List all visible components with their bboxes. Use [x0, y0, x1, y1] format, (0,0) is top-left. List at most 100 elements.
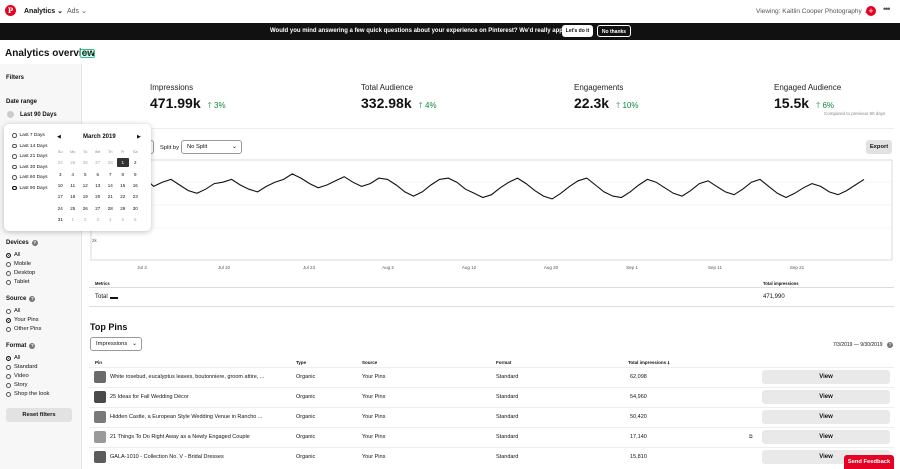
calendar-day[interactable]: 17: [57, 194, 63, 200]
help-icon[interactable]: ?: [31, 240, 38, 246]
format-option-story[interactable]: Story: [6, 382, 28, 388]
date-option-30[interactable]: Last 30 Days: [12, 165, 48, 170]
calendar-day[interactable]: 5: [83, 171, 87, 177]
source-option-your-pins[interactable]: Your Pins: [6, 317, 39, 323]
pin-title[interactable]: 25 Ideas for Fall Wedding Décor: [110, 394, 189, 400]
calendar-day[interactable]: 20: [95, 194, 101, 200]
weekday-label: Th: [108, 149, 113, 154]
metric-change: 🡑 10%: [616, 100, 638, 114]
pin-thumbnail[interactable]: [94, 371, 106, 383]
calendar-day[interactable]: 2: [83, 216, 87, 222]
calendar-day[interactable]: 1: [116, 158, 129, 168]
send-feedback-button[interactable]: Send Feedback: [844, 455, 894, 469]
calendar-day[interactable]: 14: [107, 183, 113, 189]
calendar-day[interactable]: 7: [108, 171, 112, 177]
format-option-all[interactable]: All: [6, 355, 20, 361]
pin-title[interactable]: Hidden Castle, a European Style Wedding …: [110, 414, 263, 420]
date-option-7[interactable]: Last 7 Days: [12, 133, 45, 138]
calendar-day[interactable]: 10: [57, 183, 63, 189]
calendar-day[interactable]: 12: [82, 183, 88, 189]
more-options-icon[interactable]: •••: [883, 4, 891, 14]
pin-thumbnail[interactable]: [94, 451, 106, 463]
source-option-all[interactable]: All: [6, 308, 20, 314]
calendar-day[interactable]: 27: [95, 205, 101, 211]
calendar-day[interactable]: 25: [70, 205, 76, 211]
pin-title[interactable]: 21 Things To Do Right Away as a Newly En…: [110, 434, 250, 440]
calendar-day[interactable]: 28: [107, 160, 113, 166]
calendar-day[interactable]: 24: [57, 160, 63, 166]
source-option-other-pins[interactable]: Other Pins: [6, 326, 41, 332]
calendar-day[interactable]: 5: [121, 216, 124, 222]
calendar-day[interactable]: 3: [58, 171, 62, 177]
create-plus-icon[interactable]: +: [866, 6, 876, 16]
help-icon[interactable]: ?: [29, 343, 36, 349]
survey-accept-button[interactable]: Let's do it: [562, 25, 593, 37]
calendar-day[interactable]: 1: [71, 216, 74, 222]
calendar-day[interactable]: 26: [82, 205, 88, 211]
calendar-day[interactable]: 23: [132, 194, 138, 200]
view-pin-button[interactable]: View: [762, 370, 890, 384]
device-option-desktop[interactable]: Desktop: [6, 270, 35, 276]
help-icon[interactable]: ?: [887, 342, 893, 348]
pin-thumbnail[interactable]: [94, 431, 106, 443]
calendar-day[interactable]: 4: [108, 216, 112, 222]
format-option-video[interactable]: Video: [6, 373, 29, 379]
calendar-day[interactable]: 26: [82, 160, 88, 166]
date-range-select[interactable]: Last 90 Days: [7, 111, 57, 118]
ads-menu[interactable]: Ads ⌄: [67, 8, 87, 15]
calendar-day[interactable]: 8: [121, 171, 124, 177]
calendar-day[interactable]: 11: [70, 183, 76, 189]
calendar-day[interactable]: 13: [95, 183, 101, 189]
calendar-day[interactable]: 16: [132, 183, 138, 189]
calendar-day[interactable]: 3: [96, 216, 99, 222]
calendar-day[interactable]: 6: [96, 171, 99, 177]
top-pins-sort-select[interactable]: Impressions ⌄: [90, 337, 142, 351]
pin-thumbnail[interactable]: [94, 391, 106, 403]
date-option-21[interactable]: Last 21 Days: [12, 154, 48, 159]
metric-label: Engagements: [574, 83, 624, 92]
calendar-day[interactable]: 27: [95, 160, 101, 166]
device-option-tablet[interactable]: Tablet: [6, 279, 29, 285]
view-pin-button[interactable]: View: [762, 410, 890, 424]
prev-month-icon[interactable]: ◀: [57, 134, 61, 140]
next-month-icon[interactable]: ▶: [137, 134, 141, 140]
calendar-day[interactable]: 4: [71, 171, 74, 177]
format-option-shop-the-look[interactable]: Shop the look: [6, 391, 49, 397]
survey-decline-button[interactable]: No thanks: [597, 25, 631, 37]
reset-filters-button[interactable]: Reset filters: [6, 408, 72, 422]
device-option-all[interactable]: All: [6, 252, 20, 258]
calendar-day[interactable]: 29: [120, 205, 126, 211]
calendar-day[interactable]: 25: [70, 160, 76, 166]
calendar-day[interactable]: 22: [120, 194, 126, 200]
export-button[interactable]: Export: [866, 140, 892, 154]
calendar-day[interactable]: 2: [133, 160, 137, 166]
date-option-60[interactable]: Last 60 Days: [12, 175, 48, 180]
pin-thumbnail[interactable]: [94, 411, 106, 423]
column-header-total-impressions[interactable]: Total impressions ⭣: [628, 360, 670, 365]
calendar-day[interactable]: 28: [107, 205, 113, 211]
split-by-select[interactable]: No Split ⌄: [181, 140, 242, 154]
pinterest-logo[interactable]: P: [5, 5, 16, 16]
calendar-day[interactable]: 19: [82, 194, 88, 200]
pin-title[interactable]: GALA-1010 - Collection No. V - Bridal Dr…: [110, 454, 224, 460]
split-by-label: Split by: [160, 145, 180, 151]
device-option-mobile[interactable]: Mobile: [6, 261, 31, 267]
pin-title[interactable]: White rosebud, eucalyptus leaves, bouton…: [110, 374, 265, 380]
calendar-day[interactable]: 15: [120, 183, 126, 189]
view-pin-button[interactable]: View: [762, 390, 890, 404]
view-pin-button[interactable]: View: [762, 430, 890, 444]
calendar-day[interactable]: 30: [132, 205, 138, 211]
calendar-day[interactable]: 31: [57, 216, 63, 222]
format-option-standard[interactable]: Standard: [6, 364, 38, 370]
calendar-day[interactable]: 9: [133, 171, 137, 177]
help-icon[interactable]: ?: [29, 296, 36, 302]
calendar-day[interactable]: 6: [133, 216, 137, 222]
date-option-14[interactable]: Last 14 Days: [12, 144, 48, 149]
calendar-day[interactable]: 21: [107, 194, 113, 200]
date-option-90[interactable]: Last 90 Days: [12, 186, 48, 191]
analytics-menu[interactable]: Analytics ⌄: [24, 8, 63, 15]
copy-icon[interactable]: ⧉: [749, 434, 753, 440]
calendar-day[interactable]: 18: [70, 194, 76, 200]
calendar-day[interactable]: 24: [57, 205, 63, 211]
account-switcher[interactable]: Viewing: Kaitlin Cooper Photography ⌄: [756, 8, 870, 15]
